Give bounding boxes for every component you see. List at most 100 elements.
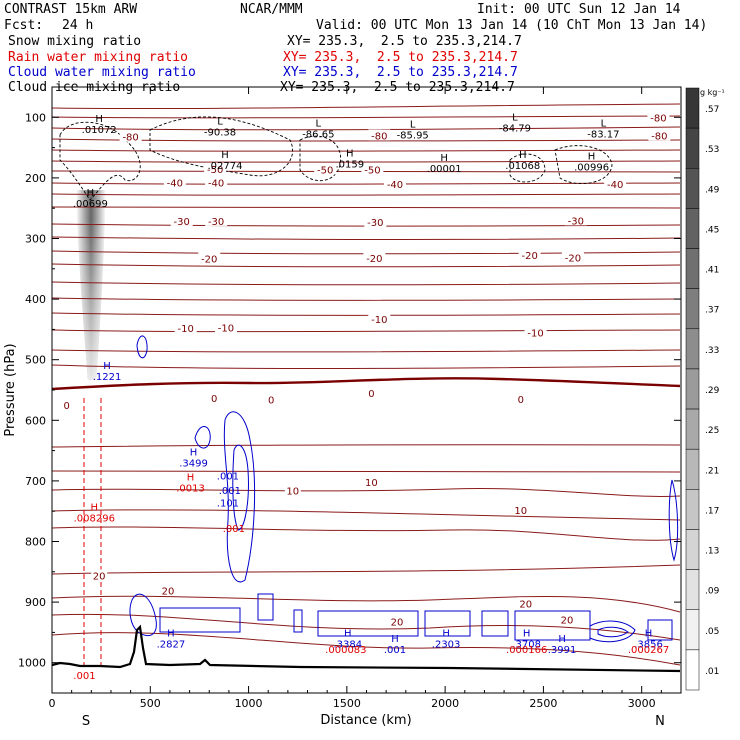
isotherm-line: [52, 160, 681, 163]
cloud-water-contour: [514, 610, 591, 641]
colorbar-swatch: [685, 529, 700, 570]
temperature-label-bg: [361, 163, 384, 175]
temperature-label-bg: [368, 313, 391, 325]
temperature-label-bg: [366, 387, 377, 399]
cloud-ice-contour: [509, 153, 546, 183]
init-time: Init: 00 UTC Sun 12 Jan 14: [477, 2, 681, 17]
colorbar-swatch: [685, 448, 700, 490]
temperature-label-bg: [524, 326, 547, 338]
y-tick-label: 300: [25, 233, 46, 246]
colorbar-swatch: [685, 87, 700, 129]
temperature-label-bg: [368, 129, 391, 141]
rain-contours: [83, 398, 102, 668]
temperature-label-bg: [363, 476, 380, 488]
cloud-water-contour: [129, 593, 157, 637]
extremum-value: .008296: [74, 514, 115, 525]
temperature-label: 0: [64, 401, 70, 412]
isotherm-line: [52, 488, 681, 497]
extremum-value: .00996: [574, 163, 609, 174]
x-axis: 0 500 1000 1500 2000 2500 3000: [49, 87, 662, 710]
temperature-label: -10: [371, 315, 387, 326]
isotherm-line: [52, 115, 681, 119]
isotherm-line: [52, 564, 681, 575]
isotherm-line: [52, 526, 681, 541]
temperature-label: 20: [561, 616, 574, 627]
temperature-label-bg: [558, 613, 575, 625]
temperature-label-bg: [163, 176, 186, 188]
extremum-kind: H: [344, 629, 352, 640]
isotherm-line: [52, 193, 681, 196]
field-rain-label: Rain water mixing ratio: [8, 50, 189, 65]
cloud-water-contour: [194, 426, 211, 449]
colorbar-label: .33: [705, 346, 719, 356]
isotherm-line: [52, 364, 681, 369]
temperature-label: 0: [368, 389, 374, 400]
temperature-label: -30: [367, 218, 383, 229]
temperature-label: -80: [371, 131, 387, 142]
field-cloudwater-label: Cloud water mixing ratio: [8, 65, 196, 80]
extremum-kind: L: [217, 117, 223, 128]
temperature-label-bg: [515, 393, 526, 405]
y-tick-label: 400: [25, 293, 46, 306]
extremum-kind: L: [601, 118, 607, 129]
minor-label: .001: [219, 486, 241, 497]
temperature-label: -10: [218, 324, 234, 335]
isotherm-line: [52, 223, 681, 227]
colorbar-swatch: [685, 248, 700, 289]
y-tick-label: 500: [25, 354, 46, 367]
extremum-value: -84.79: [499, 123, 531, 134]
x-tick-label: 2000: [431, 697, 459, 710]
temperature-label-bg: [198, 252, 221, 264]
isotherm-line: [52, 470, 681, 473]
colorbar-label: .41: [705, 266, 719, 276]
extremum-value: .3856: [634, 640, 663, 651]
extremum-value: -83.17: [587, 129, 619, 140]
isotherm-line: [52, 138, 681, 142]
extremum-value: .01068: [505, 161, 540, 172]
temperature-label-bg: [512, 503, 529, 515]
colorbar-label: .21: [705, 466, 719, 476]
minor-label: .101: [217, 498, 239, 509]
cloud-water-contour: [668, 479, 679, 562]
isotherm-line: [52, 297, 681, 301]
extremum-kind: H: [90, 503, 98, 514]
cloud-water-contour: [589, 620, 636, 643]
temperature-label: -40: [387, 180, 403, 191]
temperature-label: 20: [162, 587, 175, 598]
cloud-water-contour: [481, 610, 509, 637]
colorbar-label: .53: [705, 145, 719, 155]
colorbar-swatch: [685, 208, 700, 249]
extremum-value: .1221: [93, 372, 122, 383]
colorbar-swatch: [685, 489, 700, 530]
temperature-label: -20: [366, 254, 382, 265]
colorbar-label: .13: [705, 547, 719, 557]
organization: NCAR/MMM: [240, 2, 303, 17]
cloud-ice-contour: [554, 145, 613, 184]
extremum-value: .0013: [176, 483, 205, 494]
cloud-ice-contour: [299, 135, 342, 182]
extremum-value: .3384: [334, 640, 363, 651]
cloud-water-contours: [129, 335, 679, 643]
extremum-value: -90.38: [204, 128, 236, 139]
temperature-label: -30: [568, 216, 584, 227]
temperature-label: -10: [177, 324, 193, 335]
temperature-label: 20: [391, 617, 404, 628]
extremum-value: .001: [384, 645, 406, 656]
cloud-water-contour: [293, 609, 303, 633]
temperature-label: -80: [651, 131, 667, 142]
plot-area: [52, 103, 681, 673]
minor-label: .000166: [506, 645, 547, 656]
temperature-label-bg: [647, 111, 670, 123]
colorbar-swatch: [685, 609, 700, 651]
isotherm-line: [52, 509, 681, 521]
cloud-water-contour: [232, 444, 249, 531]
extremum-kind: L: [512, 112, 518, 123]
colorbar-label: .25: [705, 426, 719, 436]
cloud-water-contour: [223, 411, 256, 583]
extremum-value: .3499: [179, 458, 208, 469]
extremum-kind: L: [410, 120, 416, 131]
x-tick-label: 1000: [235, 697, 263, 710]
temperature-label: -80: [650, 113, 666, 124]
